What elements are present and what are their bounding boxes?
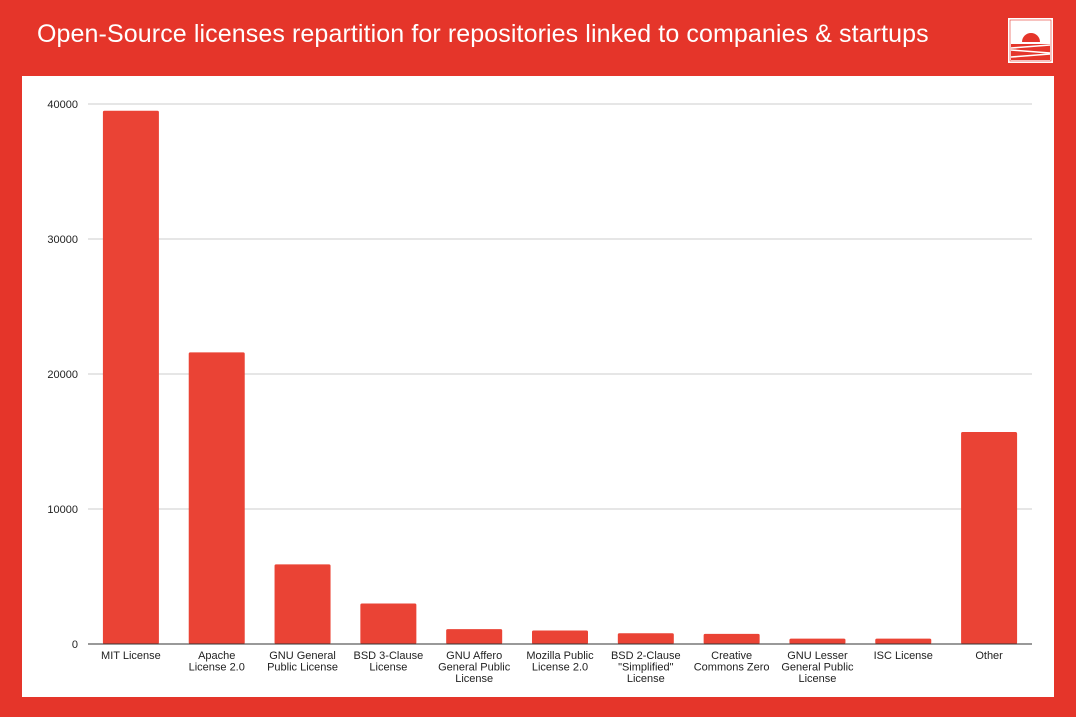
y-tick-label: 20000 <box>47 369 78 381</box>
page-title: Open-Source licenses repartition for rep… <box>37 20 929 48</box>
bar-5 <box>532 630 588 644</box>
x-tick-label-line: Commons Zero <box>694 662 770 674</box>
x-tick-label: Apache License 2.0 <box>189 650 245 674</box>
x-tick-label: ISC License <box>874 650 933 662</box>
bar-2 <box>274 564 331 644</box>
x-tick-label: GNU General Public License <box>267 650 338 674</box>
y-tick-label: 40000 <box>47 99 78 111</box>
x-tick-label: BSD 3-Clause License <box>354 650 424 674</box>
x-tick-label-line: Mozilla Public <box>526 650 594 662</box>
bar-1 <box>188 352 245 644</box>
x-tick-label-line: Apache <box>198 650 235 662</box>
x-tick-label-line: License <box>798 673 836 685</box>
x-tick-label: BSD 2-Clause "Simplified" License <box>611 650 681 685</box>
x-tick-label-line: General Public <box>781 662 854 674</box>
x-tick-label-line: GNU Lesser <box>787 650 848 662</box>
x-tick-label-line: BSD 2-Clause <box>611 650 681 662</box>
x-tick-label-line: GNU Affero <box>446 650 502 662</box>
y-tick-label: 10000 <box>47 504 78 516</box>
x-tick-label-line: Other <box>975 650 1003 662</box>
x-tick-label-line: License <box>369 662 407 674</box>
x-tick-label-line: "Simplified" <box>618 662 674 674</box>
x-tick-label-line: BSD 3-Clause <box>354 650 424 662</box>
chart-panel: 0 10000 20000 30000 40000 MIT License Apache Li… <box>22 76 1054 697</box>
bar-7 <box>703 633 760 644</box>
bar-6 <box>617 633 674 644</box>
bar-9 <box>875 638 932 644</box>
bar-8 <box>789 638 846 644</box>
x-tick-label-line: Public License <box>267 662 338 674</box>
x-tick-label-line: General Public <box>438 662 511 674</box>
x-tick-label-line: License 2.0 <box>189 662 245 674</box>
y-tick-label: 0 <box>72 639 78 651</box>
x-tick-label-line: Creative <box>711 650 752 662</box>
x-tick-label-line: License 2.0 <box>532 662 588 674</box>
x-tick-label: GNU Lesser General Public License <box>781 650 854 685</box>
sunset-logo-icon <box>1008 18 1053 63</box>
x-tick-label: Creative Commons Zero <box>694 650 770 674</box>
x-tick-label: Mozilla Public License 2.0 <box>526 650 594 674</box>
x-tick-label-line: License <box>455 673 493 685</box>
bar-3 <box>360 603 417 644</box>
x-tick-label-line: MIT License <box>101 650 161 662</box>
x-tick-label-line: License <box>627 673 665 685</box>
bar-0 <box>102 110 159 644</box>
x-tick-label-line: GNU General <box>269 650 336 662</box>
bar-10 <box>961 432 1018 644</box>
y-tick-label: 30000 <box>47 234 78 246</box>
x-tick-label-line: ISC License <box>874 650 933 662</box>
bar-4 <box>446 629 503 644</box>
x-tick-label: MIT License <box>101 650 161 662</box>
x-tick-label: GNU Affero General Public License <box>438 650 511 685</box>
x-tick-label: Other <box>975 650 1003 662</box>
